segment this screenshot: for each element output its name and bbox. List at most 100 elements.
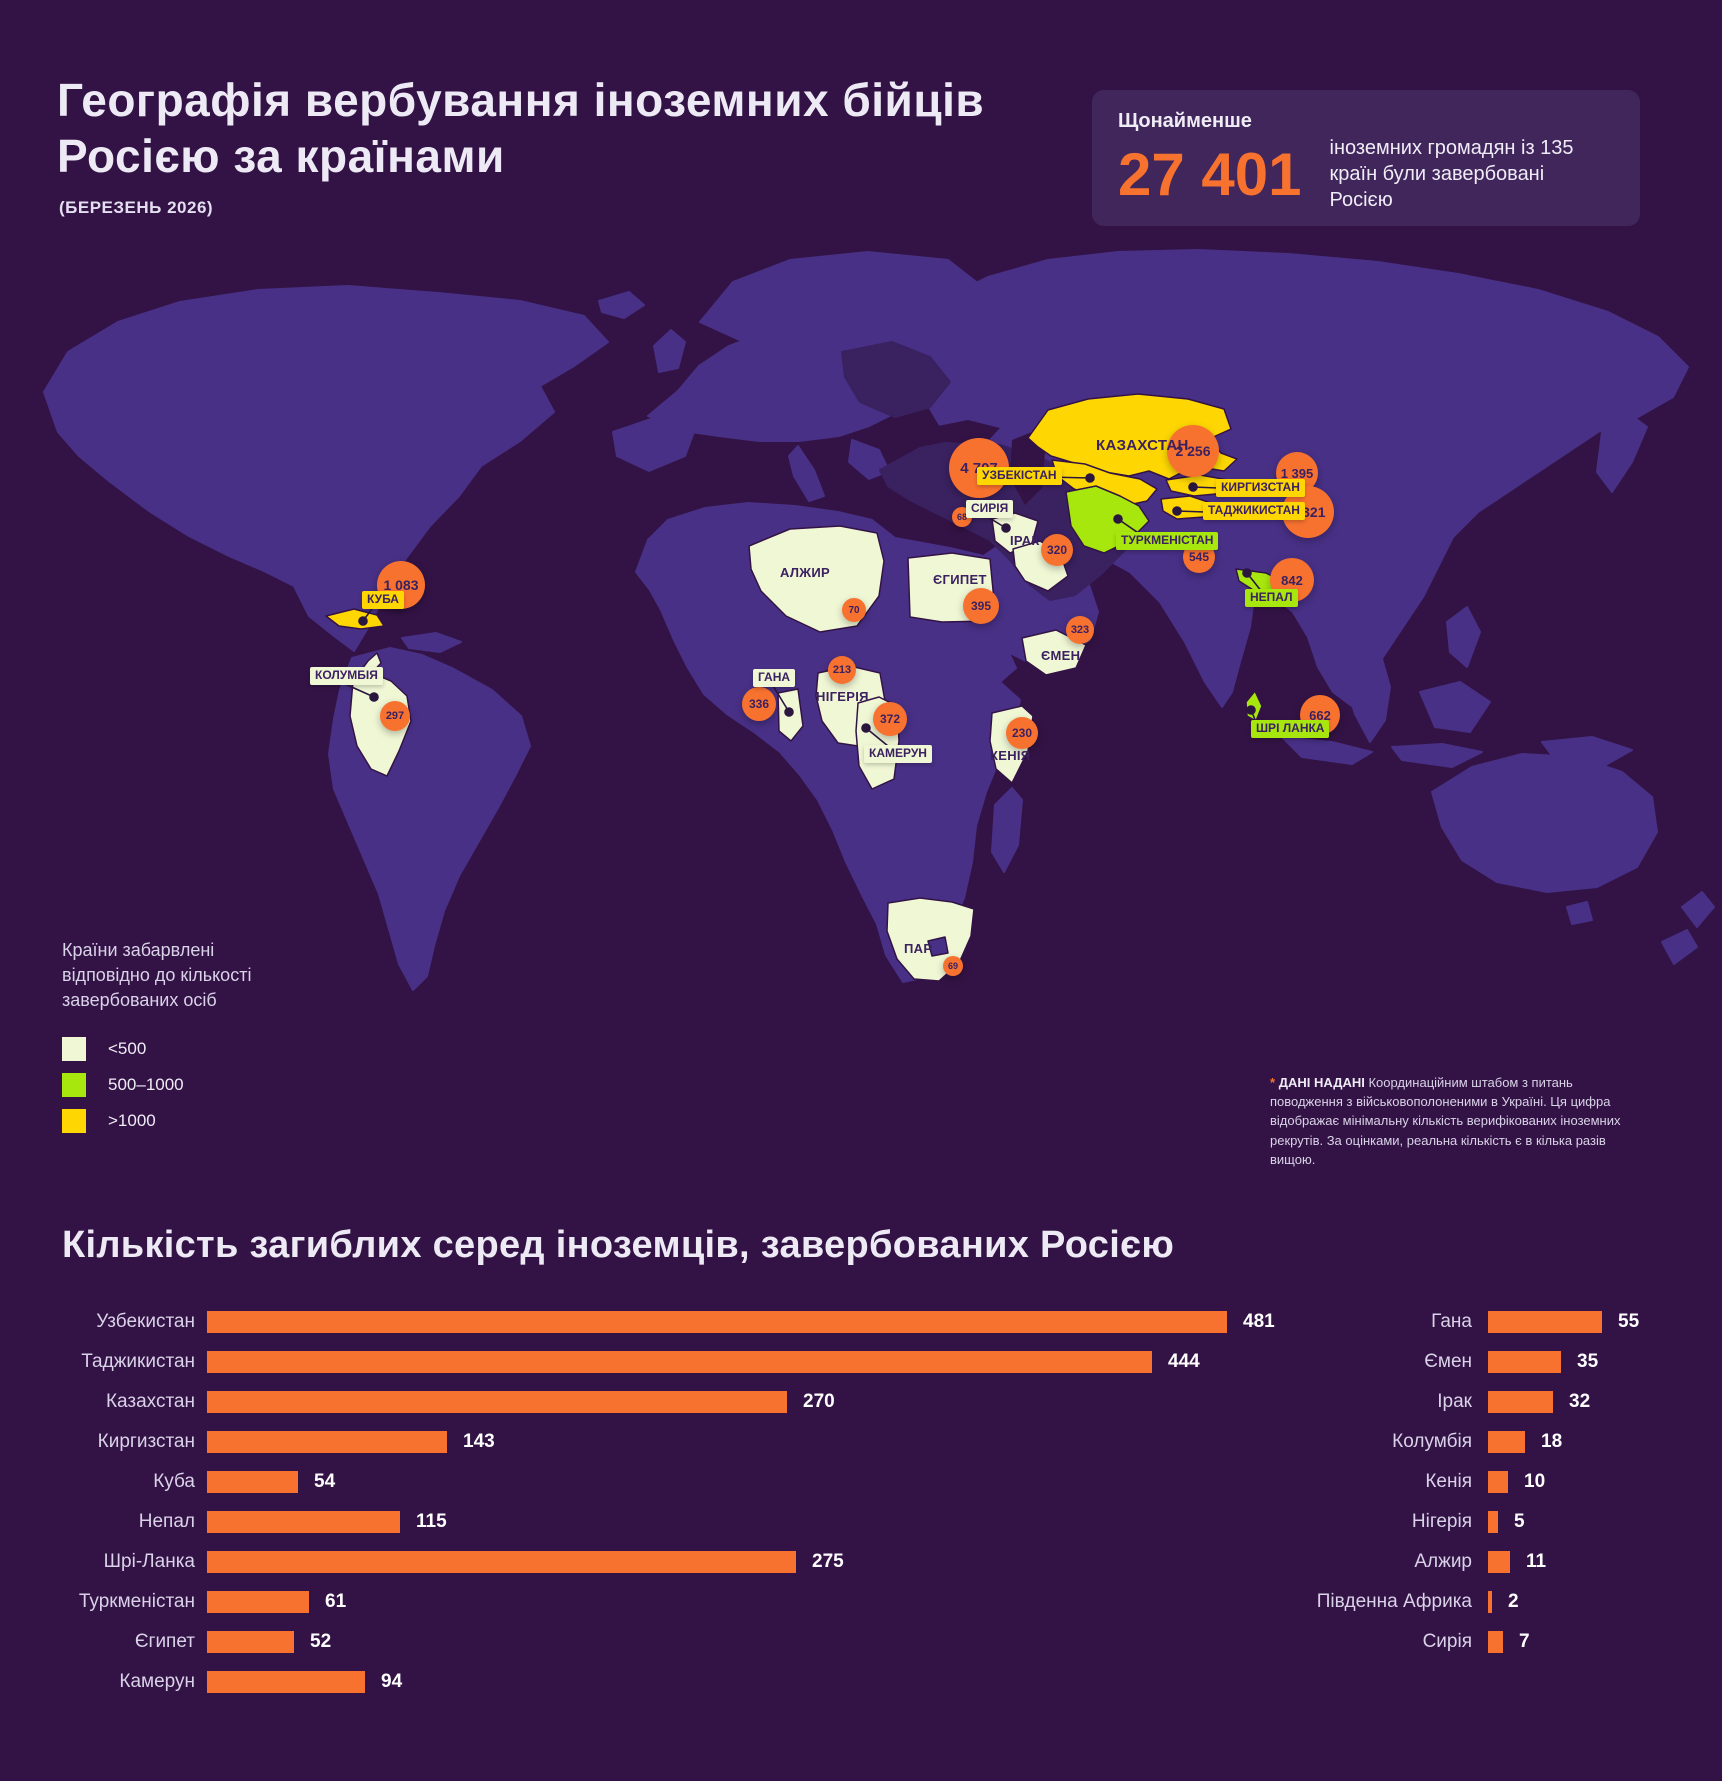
bar-label: Камерун	[119, 1671, 195, 1692]
landmass-se-asia	[1329, 601, 1391, 743]
bar	[207, 1671, 365, 1693]
bar-row: Південна Африка 2	[1100, 1591, 1639, 1613]
map-bubble-kazakhstan: 2 256	[1167, 425, 1219, 477]
bar-value: 270	[803, 1391, 835, 1412]
bar	[1488, 1431, 1525, 1453]
bar-label: Південна Африка	[1316, 1591, 1472, 1612]
bar-row: Алжир 11	[1100, 1551, 1639, 1573]
bar-label: Ємен	[1424, 1351, 1472, 1372]
landmass-north-america	[43, 285, 609, 652]
bar-label: Шрі-Ланка	[103, 1551, 195, 1572]
bar-label: Нігерія	[1411, 1511, 1472, 1532]
bar-chart-title: Кількість загиблих серед іноземців, заве…	[62, 1224, 1175, 1266]
landmass-nz-north	[1681, 891, 1715, 928]
bar-label: Казахстан	[105, 1391, 195, 1412]
footnote-bold: ДАНІ НАДАНІ	[1278, 1075, 1365, 1090]
bar-value: 35	[1577, 1351, 1599, 1372]
page-title: Географія вербування іноземних бійців Ро…	[57, 74, 985, 183]
bar-label: Непал	[138, 1511, 195, 1532]
legend-label-high: >1000	[108, 1111, 156, 1130]
map-label-algeria: АЛЖИР	[780, 565, 830, 580]
bar	[1488, 1351, 1561, 1373]
bar-row: Ірак 32	[1100, 1391, 1639, 1413]
landmass-africa	[635, 502, 1021, 983]
map-label-cuba: КУБА	[362, 591, 404, 609]
bar-value: 5	[1514, 1511, 1525, 1532]
landmass-madagascar	[991, 787, 1023, 873]
legend-swatch-mid	[62, 1073, 86, 1097]
legend-swatch-low	[62, 1037, 86, 1061]
bar-value: 52	[310, 1631, 332, 1652]
stat-panel: Щонайменше 27 401 іноземних громадян із …	[1092, 90, 1640, 226]
stat-value: 27 401	[1118, 140, 1302, 208]
bar-row: Кенія 10	[1100, 1471, 1639, 1493]
map-bubble-nigeria: 213	[828, 656, 856, 684]
bar	[207, 1311, 1227, 1333]
bar-label: Єгипет	[134, 1631, 195, 1652]
stat-label: Щонайменше	[1118, 110, 1252, 132]
bar-value: 94	[381, 1671, 403, 1692]
bar-row: Нігерія 5	[1100, 1511, 1639, 1533]
bar-value: 18	[1541, 1431, 1563, 1452]
country-lesotho	[927, 936, 949, 957]
legend-label-low: <500	[108, 1039, 147, 1058]
region-east-europe	[841, 341, 951, 418]
legend-swatch-high	[62, 1109, 86, 1133]
map-label-uzbekistan: УЗБЕКІСТАН	[977, 467, 1062, 485]
landmass-philippines	[1446, 606, 1481, 668]
bar-row: Узбекистан 481	[62, 1311, 1275, 1333]
map-bubble-ghana: 336	[742, 687, 776, 721]
map-label-nigeria: НІГЕРІЯ	[816, 689, 869, 704]
bar-label: Туркменістан	[78, 1591, 195, 1612]
footnote-text: Координаційним штабом з питань поводженн…	[1270, 1075, 1621, 1167]
map-label-kazakhstan: КАЗАХСТАН	[1096, 437, 1189, 454]
bar-row: Гана 55	[1100, 1311, 1639, 1333]
country-yemen	[1021, 629, 1087, 676]
map-label-sri-lanka: ШРІ ЛАНКА	[1251, 720, 1330, 738]
page-subtitle: (БЕРЕЗЕНЬ 2026)	[59, 198, 214, 217]
bar-row: Непал 115	[62, 1511, 1275, 1533]
bar-row: Камерун 94	[62, 1671, 1275, 1693]
bar-value: 10	[1524, 1471, 1546, 1492]
bar-value: 11	[1526, 1551, 1547, 1572]
bar-label: Гана	[1431, 1311, 1472, 1332]
bar	[207, 1431, 447, 1453]
bar-row: Киргизстан 143	[62, 1431, 1275, 1453]
map-label-iraq: ІРАК	[1010, 533, 1040, 548]
map-label-syria: СИРІЯ	[966, 500, 1014, 518]
bar-row: Туркменістан 61	[62, 1591, 1275, 1613]
map-label-colombia: КОЛУМБІЯ	[310, 667, 383, 685]
bar-value: 115	[416, 1511, 447, 1532]
stat-description: іноземних громадян із 135 країн були зав…	[1329, 137, 1574, 211]
map-bubble-algeria: 70	[842, 598, 866, 622]
landmass-australia	[1431, 753, 1658, 893]
bar-value: 444	[1168, 1351, 1200, 1372]
bar-label: Киргизстан	[97, 1431, 195, 1452]
landmass-japan	[1596, 411, 1648, 493]
bar-label: Таджикистан	[81, 1351, 195, 1372]
footnote-asterisk: *	[1270, 1075, 1276, 1090]
bar-value: 55	[1618, 1311, 1640, 1332]
stat-row: 27 401 іноземних громадян із 135 країн б…	[1118, 135, 1614, 213]
bar-value: 481	[1243, 1311, 1275, 1332]
bar-row: Ємен 35	[1100, 1351, 1639, 1373]
bar-row: Шрі-Ланка 275	[62, 1551, 1275, 1573]
legend-item-low: <500	[62, 1037, 146, 1061]
bar-value: 7	[1519, 1631, 1530, 1652]
map-label-yemen: ЄМЕН	[1041, 648, 1081, 663]
bar	[207, 1471, 298, 1493]
landmass-scandinavia	[788, 255, 905, 347]
bar-label: Куба	[153, 1471, 195, 1492]
map-label-cameroon: КАМЕРУН	[864, 745, 932, 763]
legend-item-mid: 500–1000	[62, 1073, 184, 1097]
bar-row: Таджикистан 444	[62, 1351, 1275, 1373]
bar	[1488, 1631, 1503, 1653]
bar-row: Єгипет 52	[62, 1631, 1275, 1653]
bar	[1488, 1511, 1498, 1533]
map-bubble-yemen: 323	[1066, 616, 1094, 644]
data-source-footnote: * ДАНІ НАДАНІ Координаційним штабом з пи…	[1270, 1073, 1645, 1169]
bar	[207, 1591, 309, 1613]
bar	[1488, 1471, 1508, 1493]
map-label-turkmenistan: ТУРКМЕНІСТАН	[1116, 532, 1219, 550]
